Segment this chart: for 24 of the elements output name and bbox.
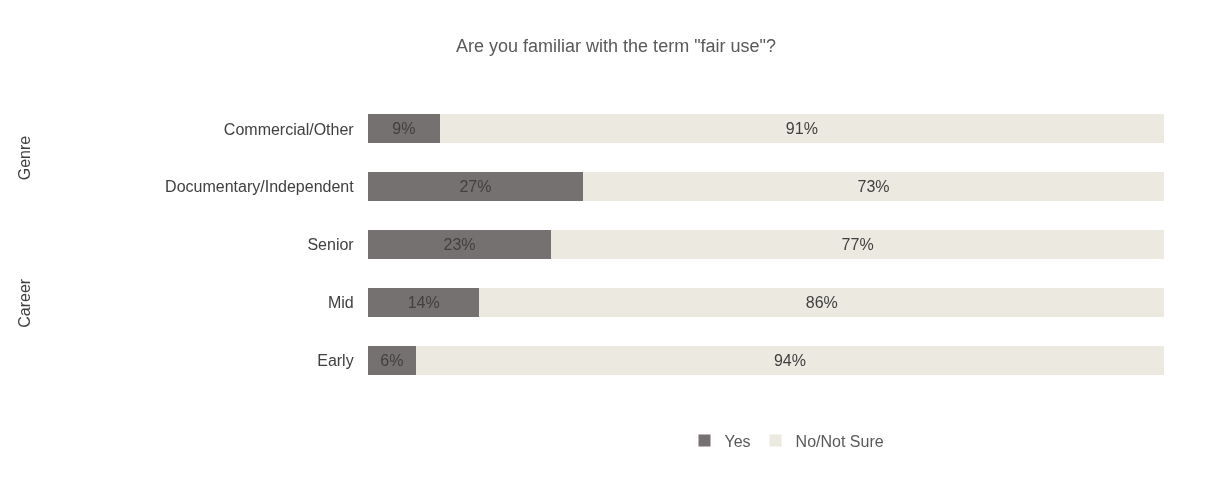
bar [439,114,1165,144]
bar [368,287,480,317]
data-label: 73% [857,178,890,196]
bar [368,114,440,144]
bar [368,230,552,259]
y-tick-label: Early [317,351,367,369]
bar [415,345,1165,375]
chart-title: Are you familiar with the term "fair use"? [456,35,776,56]
legend-label: Yes [724,432,751,450]
text: Career [16,278,34,328]
y-tick-label: Senior [307,236,367,254]
y-tick-label: Mid [327,293,367,311]
y-tick-label: Documentary/Independent [165,178,367,196]
text: Genre [15,135,33,181]
y-tick-label: Commercial/Other [223,120,367,138]
legend-label: No/Not Sure [795,432,884,450]
bar [368,172,583,202]
data-label: 94% [773,351,806,369]
data-label: 91% [785,120,818,138]
bar [582,172,1165,202]
bar [479,287,1165,317]
data-label: 86% [805,293,838,311]
bar [551,230,1165,259]
data-label: 77% [841,236,874,253]
